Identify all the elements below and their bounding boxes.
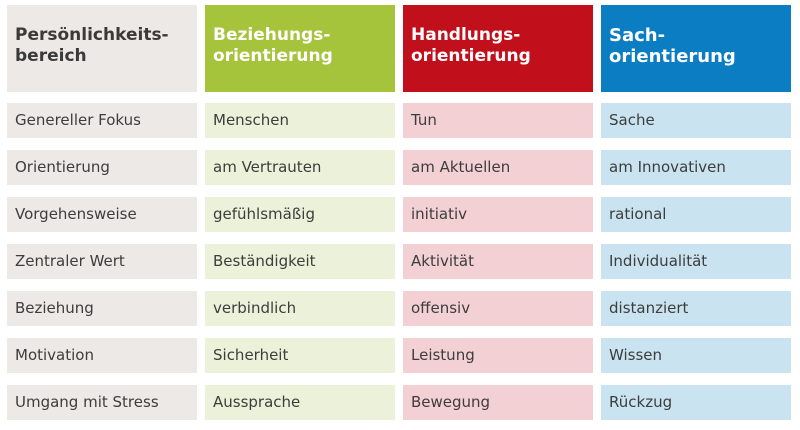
- fact-cell: distanziert: [601, 291, 791, 326]
- header-text-line1: Beziehungs-: [213, 25, 331, 45]
- relationship-cell: am Vertrauten: [205, 150, 395, 185]
- header-text-line2: bereich: [15, 46, 87, 66]
- fact-cell: rational: [601, 197, 791, 232]
- row-label: Orientierung: [7, 150, 197, 185]
- header-text-line1: Sach-: [609, 25, 666, 46]
- row-label: Umgang mit Stress: [7, 385, 197, 420]
- table-row: Orientierung am Vertrauten am Aktuellen …: [7, 150, 791, 185]
- table-row: Motivation Sicherheit Leistung Wissen: [7, 338, 791, 373]
- relationship-cell: Aussprache: [205, 385, 395, 420]
- header-relationship-orientation: Beziehungs- orientierung: [205, 5, 395, 92]
- table-row: Vorgehensweise gefühlsmäßig initiativ ra…: [7, 197, 791, 232]
- table-row: Umgang mit Stress Aussprache Bewegung Rü…: [7, 385, 791, 420]
- action-cell: am Aktuellen: [403, 150, 593, 185]
- fact-cell: Individualität: [601, 244, 791, 279]
- header-text-line2: orientierung: [411, 46, 531, 66]
- action-cell: Tun: [403, 103, 593, 138]
- header-fact-orientation: Sach- orientierung: [601, 5, 791, 92]
- table-row: Zentraler Wert Beständigkeit Aktivität I…: [7, 244, 791, 279]
- fact-cell: am Innovativen: [601, 150, 791, 185]
- row-label: Genereller Fokus: [7, 103, 197, 138]
- header-text-line1: Handlungs-: [411, 25, 521, 45]
- table-row: Beziehung verbindlich offensiv distanzie…: [7, 291, 791, 326]
- header-personality-area: Persönlichkeits- bereich: [7, 5, 197, 92]
- fact-cell: Rückzug: [601, 385, 791, 420]
- relationship-cell: gefühlsmäßig: [205, 197, 395, 232]
- header-text-line1: Persönlichkeits-: [15, 25, 169, 45]
- table-header-row: Persönlichkeits- bereich Beziehungs- ori…: [7, 5, 791, 92]
- action-cell: offensiv: [403, 291, 593, 326]
- header-text-line2: orientierung: [213, 46, 333, 66]
- relationship-cell: verbindlich: [205, 291, 395, 326]
- header-text-line2: orientierung: [609, 46, 736, 67]
- relationship-cell: Beständigkeit: [205, 244, 395, 279]
- action-cell: Aktivität: [403, 244, 593, 279]
- action-cell: Leistung: [403, 338, 593, 373]
- action-cell: initiativ: [403, 197, 593, 232]
- relationship-cell: Menschen: [205, 103, 395, 138]
- personality-orientation-table: Persönlichkeits- bereich Beziehungs- ori…: [7, 5, 791, 420]
- fact-cell: Wissen: [601, 338, 791, 373]
- action-cell: Bewegung: [403, 385, 593, 420]
- table-row: Genereller Fokus Menschen Tun Sache: [7, 103, 791, 138]
- row-label: Motivation: [7, 338, 197, 373]
- row-label: Zentraler Wert: [7, 244, 197, 279]
- header-action-orientation: Handlungs- orientierung: [403, 5, 593, 92]
- row-label: Vorgehensweise: [7, 197, 197, 232]
- relationship-cell: Sicherheit: [205, 338, 395, 373]
- fact-cell: Sache: [601, 103, 791, 138]
- row-label: Beziehung: [7, 291, 197, 326]
